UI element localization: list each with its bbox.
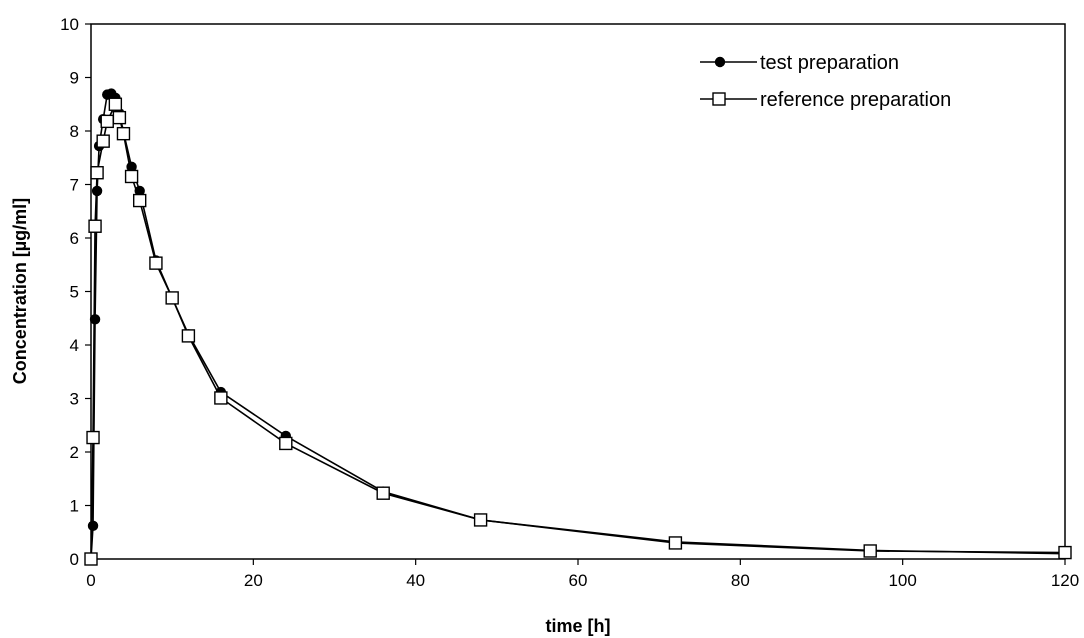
y-tick-label: 10 [60,15,79,34]
data-point-reference [90,166,104,180]
data-point-reference [112,110,127,125]
data-point-reference [149,256,163,270]
y-tick-label: 9 [70,69,79,88]
data-point-reference [376,486,390,500]
x-tick-label: 100 [888,571,916,590]
data-point-reference [88,219,102,233]
legend-marker-test [714,56,726,68]
x-tick-label: 0 [86,571,95,590]
x-tick-label: 60 [569,571,588,590]
data-point-reference [214,391,228,405]
y-tick-label: 3 [70,390,79,409]
y-tick-label: 6 [70,229,79,248]
y-tick-label: 5 [70,283,79,302]
x-tick-label: 40 [406,571,425,590]
data-point-reference [181,329,196,343]
data-point-reference [100,114,114,129]
x-tick-label: 120 [1051,571,1079,590]
x-axis-title: time [h] [546,616,611,636]
data-point-reference [116,126,131,141]
data-point-test [87,520,99,532]
series-reference [84,97,1072,566]
data-point-reference [84,552,98,566]
data-point-reference [86,430,100,445]
data-point-reference [96,134,110,148]
data-point-reference [108,97,123,111]
data-point-reference [668,536,683,550]
series-layer [84,88,1072,566]
y-tick-label: 2 [70,443,79,462]
legend-marker-reference [712,92,726,106]
x-tick-label: 80 [731,571,750,590]
y-tick-label: 7 [70,176,79,195]
legend-label-reference: reference preparation [760,89,951,111]
data-point-reference [124,169,139,184]
legend: test preparation reference preparation [700,52,951,111]
y-axis-title: Concentration [µg/ml] [10,198,30,384]
x-tick-label: 20 [244,571,263,590]
data-point-reference [1058,545,1072,560]
legend-label-test: test preparation [760,52,899,74]
y-tick-label: 0 [70,550,79,569]
data-point-reference [165,291,179,305]
x-axis: 0 20 40 60 80 100 120 [86,559,1079,590]
y-axis: 0 1 2 3 4 5 6 7 8 9 10 [60,15,91,569]
data-point-reference [132,193,147,208]
y-tick-label: 1 [70,497,79,516]
plot-area [90,23,1066,560]
data-point-reference [863,544,877,558]
data-point-reference [279,436,293,451]
data-point-test [89,314,101,325]
y-tick-label: 4 [70,336,79,355]
y-tick-label: 8 [70,122,79,141]
data-point-reference [473,513,488,527]
